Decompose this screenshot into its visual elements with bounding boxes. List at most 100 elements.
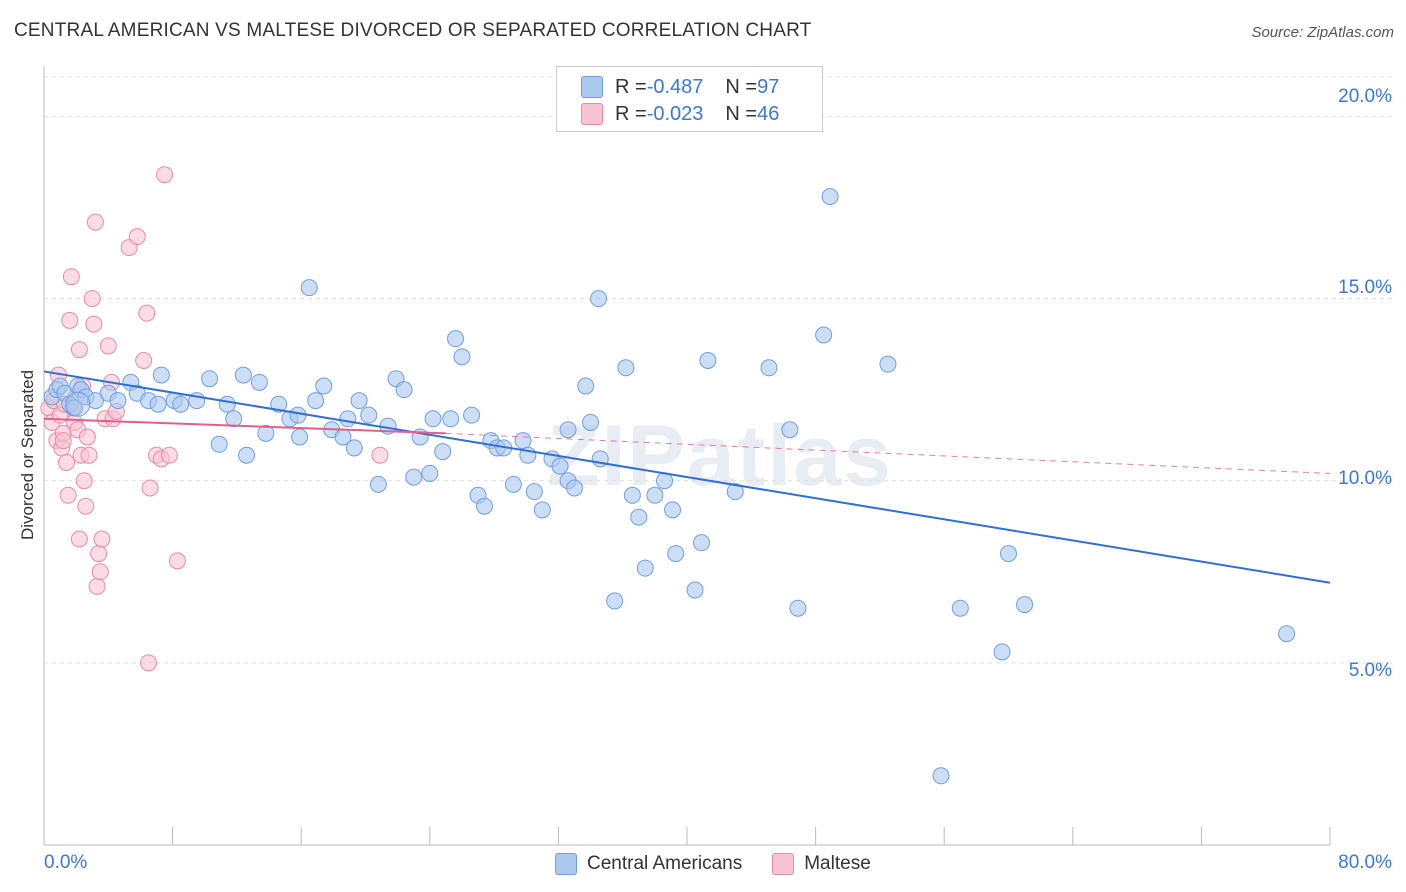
maltese-points <box>40 166 389 672</box>
central-americans-point <box>551 457 569 475</box>
legend-item-maltese[interactable]: Maltese <box>772 853 871 875</box>
y-tick-label-20: 20.0% <box>1338 86 1392 107</box>
central-americans-point <box>699 352 717 369</box>
axes <box>43 66 1331 846</box>
maltese-point <box>135 352 153 369</box>
r-value: -0.023 <box>646 102 704 125</box>
central-americans-trend-line <box>43 370 1331 584</box>
r-value: -0.487 <box>646 75 704 98</box>
central-americans-point <box>590 290 608 308</box>
central-americans-point <box>360 406 378 424</box>
pink-swatch <box>772 853 795 875</box>
central-americans-point <box>582 413 600 431</box>
pink-swatch <box>581 103 603 125</box>
central-americans-point <box>617 359 635 377</box>
maltese-point <box>139 654 157 672</box>
maltese-point <box>128 228 146 246</box>
correlation-legend: R = -0.487 N = 97 R = -0.023 N = 46 <box>556 66 823 132</box>
central-americans-point <box>291 428 309 446</box>
central-americans-point <box>339 410 357 428</box>
central-americans-point <box>405 468 423 486</box>
maltese-point <box>77 497 95 515</box>
central-americans-point <box>1000 545 1017 563</box>
central-americans-point <box>821 188 839 206</box>
maltese-point <box>86 213 104 231</box>
maltese-point <box>70 530 88 548</box>
x-tick-label-max: 80.0% <box>1338 852 1392 873</box>
central-americans-point <box>514 432 532 450</box>
central-americans-point <box>345 439 363 457</box>
legend-label: Central Americans <box>587 853 743 874</box>
central-americans-point <box>1278 625 1296 643</box>
maltese-point <box>88 577 106 595</box>
central-americans-point <box>932 767 950 785</box>
maltese-point <box>160 446 178 464</box>
central-americans-point <box>686 581 704 599</box>
maltese-point <box>70 341 88 359</box>
central-americans-point <box>879 355 897 373</box>
maltese-point <box>80 446 98 464</box>
central-americans-point <box>424 410 442 428</box>
maltese-point <box>90 545 108 563</box>
maltese-point <box>61 311 79 329</box>
central-americans-point <box>789 599 807 617</box>
maltese-point <box>99 337 117 355</box>
central-americans-points <box>43 188 1296 785</box>
central-americans-point <box>315 377 333 395</box>
maltese-point <box>85 315 103 333</box>
central-americans-point <box>257 424 275 442</box>
trend-lines <box>43 370 1331 584</box>
n-value: 46 <box>757 102 780 125</box>
central-americans-point <box>250 373 268 391</box>
central-americans-point <box>172 395 190 413</box>
x-tick-label-min: 0.0% <box>44 852 88 873</box>
central-americans-point <box>395 381 413 399</box>
maltese-point <box>91 563 109 581</box>
central-americans-point <box>636 559 654 577</box>
central-americans-point <box>218 395 236 413</box>
central-americans-point <box>442 410 460 428</box>
maltese-point <box>168 552 186 570</box>
maltese-point <box>138 304 156 322</box>
central-americans-point <box>238 446 256 464</box>
maltese-trend-line <box>43 417 446 435</box>
central-americans-point <box>289 406 307 424</box>
central-americans-point <box>565 479 583 497</box>
central-americans-point <box>646 486 664 504</box>
blue-swatch <box>555 853 577 875</box>
legend-row-central-americans: R = -0.487 N = 97 <box>581 73 779 101</box>
r-label: R = <box>615 102 647 125</box>
maltese-point <box>371 446 389 464</box>
central-americans-point <box>210 435 228 453</box>
legend-label: Maltese <box>804 853 871 874</box>
r-label: R = <box>615 75 647 98</box>
legend-item-central-americans[interactable]: Central Americans <box>555 853 742 875</box>
maltese-point <box>78 428 96 446</box>
central-americans-point <box>606 592 624 610</box>
central-americans-point <box>504 475 522 493</box>
central-americans-point <box>993 643 1011 661</box>
n-label: N = <box>725 102 758 125</box>
central-americans-point <box>421 464 439 482</box>
maltese-point <box>75 472 93 490</box>
central-americans-point <box>1016 596 1034 614</box>
y-tick-label-5: 5.0% <box>1348 660 1392 681</box>
central-americans-point <box>664 501 682 519</box>
central-americans-point <box>667 545 685 563</box>
legend-row-maltese: R = -0.023 N = 46 <box>581 100 779 128</box>
maltese-point <box>141 479 159 497</box>
maltese-point <box>59 486 77 504</box>
maltese-trend-extension <box>445 432 1331 474</box>
central-americans-point <box>760 359 778 377</box>
central-americans-point <box>623 486 641 504</box>
central-americans-point <box>300 279 318 297</box>
chart-title: CENTRAL AMERICAN VS MALTESE DIVORCED OR … <box>14 20 812 41</box>
central-americans-point <box>109 392 127 410</box>
central-americans-point <box>951 599 969 617</box>
central-americans-point <box>152 366 170 384</box>
central-americans-point <box>781 421 799 439</box>
central-americans-point <box>577 377 595 395</box>
n-value: 97 <box>757 75 780 98</box>
central-americans-point <box>307 392 325 410</box>
source-note: Source: ZipAtlas.com <box>1251 24 1394 41</box>
